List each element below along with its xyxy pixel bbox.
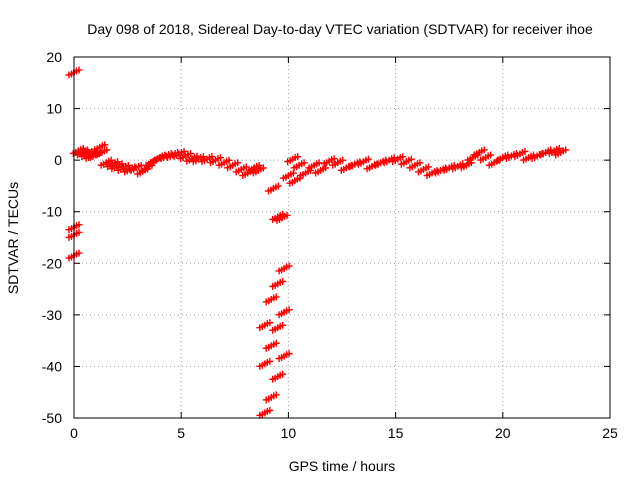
data-point bbox=[320, 155, 338, 168]
x-tick-label: 5 bbox=[177, 425, 185, 441]
data-point bbox=[224, 159, 242, 172]
data-point bbox=[207, 154, 225, 167]
data-point bbox=[397, 155, 415, 168]
data-point bbox=[215, 156, 233, 169]
data-point bbox=[440, 161, 458, 174]
data-point bbox=[312, 164, 330, 177]
x-axis-title: GPS time / hours bbox=[289, 458, 396, 474]
data-point bbox=[93, 146, 111, 159]
y-tick-label: 10 bbox=[46, 101, 62, 117]
data-point bbox=[414, 163, 432, 176]
data-point bbox=[249, 164, 267, 177]
data-point bbox=[552, 146, 570, 159]
data-point bbox=[275, 350, 293, 363]
y-tick-label: 0 bbox=[54, 152, 62, 168]
y-axis-title: SDTVAR / TECUs bbox=[5, 182, 21, 294]
x-tick-label: 25 bbox=[602, 425, 618, 441]
data-point bbox=[256, 319, 274, 332]
data-point bbox=[104, 158, 122, 171]
data-point bbox=[262, 293, 280, 306]
data-point bbox=[380, 154, 398, 167]
data-point bbox=[269, 370, 287, 383]
y-tick-label: -40 bbox=[42, 358, 62, 374]
data-point bbox=[127, 161, 145, 174]
data-point bbox=[354, 155, 372, 168]
data-point bbox=[264, 182, 282, 195]
data-point bbox=[545, 144, 563, 157]
data-point bbox=[494, 151, 512, 164]
data-point bbox=[108, 160, 126, 173]
x-tick-label: 0 bbox=[70, 425, 78, 441]
x-tick-label: 15 bbox=[388, 425, 404, 441]
data-point bbox=[245, 161, 263, 174]
data-point bbox=[449, 160, 467, 173]
data-point bbox=[269, 321, 287, 334]
data-point bbox=[389, 153, 407, 166]
plot-frame bbox=[73, 56, 611, 419]
data-point bbox=[485, 156, 503, 169]
data-point bbox=[279, 169, 297, 182]
data-point bbox=[198, 153, 216, 166]
data-point bbox=[256, 406, 274, 419]
data-point bbox=[275, 262, 293, 275]
data-point bbox=[290, 159, 308, 172]
data-point bbox=[275, 306, 293, 319]
data-point bbox=[305, 159, 323, 172]
data-points bbox=[65, 66, 570, 419]
y-tick-label: -30 bbox=[42, 307, 62, 323]
x-tick-label: 10 bbox=[281, 425, 297, 441]
data-point bbox=[176, 150, 194, 163]
data-point bbox=[329, 156, 347, 169]
data-point bbox=[470, 146, 488, 159]
data-point bbox=[239, 167, 257, 180]
x-tick-label: 20 bbox=[495, 425, 511, 441]
data-point bbox=[189, 153, 207, 166]
data-point bbox=[511, 147, 529, 160]
data-point bbox=[537, 146, 555, 159]
data-point bbox=[286, 174, 304, 187]
data-point bbox=[269, 277, 287, 290]
y-tick-label: -50 bbox=[42, 410, 62, 426]
data-point bbox=[91, 141, 109, 154]
data-point bbox=[273, 211, 291, 224]
data-point bbox=[114, 161, 132, 174]
y-tick-label: 20 bbox=[46, 49, 62, 65]
data-point bbox=[121, 163, 139, 176]
data-point bbox=[256, 357, 274, 370]
data-point bbox=[457, 159, 475, 172]
data-point bbox=[262, 339, 280, 352]
data-point bbox=[477, 151, 495, 164]
data-point bbox=[262, 391, 280, 404]
data-point bbox=[97, 156, 115, 169]
data-point bbox=[406, 159, 424, 172]
y-tick-label: -10 bbox=[42, 204, 62, 220]
grid-lines bbox=[74, 57, 610, 418]
chart-title: Day 098 of 2018, Sidereal Day-to-day VTE… bbox=[87, 21, 593, 37]
data-point bbox=[284, 153, 302, 166]
y-tick-label: -20 bbox=[42, 255, 62, 271]
data-point bbox=[170, 147, 188, 160]
axis-ticks: 0 5 10 15 20 25 -50 -40 -30 -20 -10 0 10 20 bbox=[42, 49, 618, 441]
